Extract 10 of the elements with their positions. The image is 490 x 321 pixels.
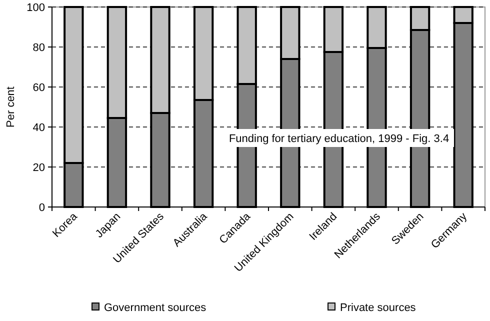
legend-label: Private sources — [340, 302, 416, 314]
y-tick-label: 0 — [38, 202, 45, 214]
y-tick-label: 20 — [32, 162, 45, 174]
y-tick-label: 80 — [32, 42, 45, 54]
y-tick-label: 60 — [32, 82, 45, 94]
y-axis-title: Per cent — [5, 86, 17, 128]
y-tick-label: 100 — [26, 2, 45, 14]
annotation: Funding for tertiary education, 1999 - Fig. 3.4 — [228, 133, 450, 145]
y-tick-label: 40 — [32, 122, 45, 134]
legend-label: Government sources — [104, 302, 207, 314]
